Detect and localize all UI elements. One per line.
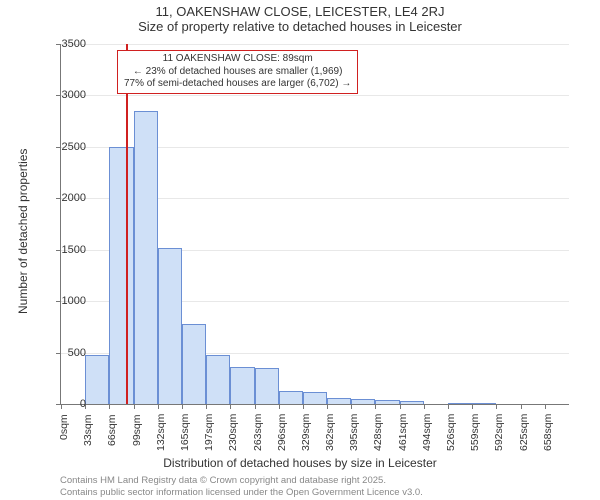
ytick-label: 2500 — [46, 141, 86, 153]
footer-line-2: Contains public sector information licen… — [60, 487, 423, 498]
ytick-label: 500 — [46, 347, 86, 359]
xtick-label: 494sqm — [421, 414, 433, 451]
xtick-label: 0sqm — [58, 414, 70, 440]
xtick-label: 329sqm — [300, 414, 312, 451]
histogram-bar — [109, 147, 133, 404]
xtick-label: 395sqm — [348, 414, 360, 451]
gridline — [61, 44, 569, 45]
histogram-bar — [448, 403, 472, 404]
xtick-mark — [206, 404, 207, 409]
xtick-label: 132sqm — [155, 414, 167, 451]
xtick-mark — [279, 404, 280, 409]
ytick-label: 3000 — [46, 89, 86, 101]
title-block: 11, OAKENSHAW CLOSE, LEICESTER, LE4 2RJ … — [0, 0, 600, 34]
xtick-label: 197sqm — [203, 414, 215, 451]
ytick-label: 2000 — [46, 192, 86, 204]
histogram-bar — [85, 355, 109, 404]
chart-container: 11, OAKENSHAW CLOSE, LEICESTER, LE4 2RJ … — [0, 0, 600, 500]
xtick-mark — [400, 404, 401, 409]
xtick-label: 165sqm — [179, 414, 191, 451]
histogram-bar — [206, 355, 230, 404]
histogram-bar — [158, 248, 182, 404]
xtick-label: 428sqm — [372, 414, 384, 451]
histogram-bar — [230, 367, 254, 404]
xtick-mark — [448, 404, 449, 409]
histogram-bar — [400, 401, 424, 404]
xtick-mark — [230, 404, 231, 409]
xtick-label: 33sqm — [82, 414, 94, 446]
xtick-mark — [545, 404, 546, 409]
footer-line-1: Contains HM Land Registry data © Crown c… — [60, 475, 423, 486]
xtick-label: 66sqm — [106, 414, 118, 446]
xtick-label: 592sqm — [493, 414, 505, 451]
annotation-box: 11 OAKENSHAW CLOSE: 89sqm← 23% of detach… — [117, 50, 358, 94]
xtick-label: 658sqm — [542, 414, 554, 451]
title-main: 11, OAKENSHAW CLOSE, LEICESTER, LE4 2RJ — [0, 4, 600, 19]
xtick-label: 526sqm — [445, 414, 457, 451]
xtick-label: 230sqm — [227, 414, 239, 451]
xtick-mark — [424, 404, 425, 409]
histogram-bar — [375, 400, 399, 404]
xtick-mark — [109, 404, 110, 409]
xtick-mark — [158, 404, 159, 409]
xtick-mark — [255, 404, 256, 409]
ytick-label: 1500 — [46, 244, 86, 256]
xtick-mark — [521, 404, 522, 409]
gridline — [61, 95, 569, 96]
xtick-mark — [472, 404, 473, 409]
xtick-label: 263sqm — [252, 414, 264, 451]
x-axis-label: Distribution of detached houses by size … — [0, 456, 600, 470]
histogram-bar — [327, 398, 351, 404]
histogram-bar — [255, 368, 279, 404]
histogram-bar — [303, 392, 327, 404]
xtick-label: 625sqm — [518, 414, 530, 451]
histogram-bar — [279, 391, 303, 404]
xtick-label: 99sqm — [131, 414, 143, 446]
xtick-mark — [182, 404, 183, 409]
title-sub: Size of property relative to detached ho… — [0, 19, 600, 34]
annotation-line-3: 77% of semi-detached houses are larger (… — [124, 78, 351, 91]
xtick-label: 559sqm — [469, 414, 481, 451]
ytick-label: 3500 — [46, 38, 86, 50]
xtick-mark — [134, 404, 135, 409]
histogram-bar — [182, 324, 206, 404]
xtick-mark — [351, 404, 352, 409]
marker-line — [126, 44, 128, 404]
histogram-bar — [351, 399, 375, 404]
xtick-mark — [303, 404, 304, 409]
xtick-label: 461sqm — [397, 414, 409, 451]
footer: Contains HM Land Registry data © Crown c… — [60, 475, 423, 498]
annotation-line-2: ← 23% of detached houses are smaller (1,… — [124, 66, 351, 79]
plot-area: 0sqm33sqm66sqm99sqm132sqm165sqm197sqm230… — [60, 44, 569, 405]
annotation-line-1: 11 OAKENSHAW CLOSE: 89sqm — [124, 53, 351, 66]
y-axis-label: Number of detached properties — [16, 149, 30, 314]
xtick-mark — [496, 404, 497, 409]
histogram-bar — [472, 403, 496, 404]
xtick-label: 296sqm — [276, 414, 288, 451]
xtick-mark — [375, 404, 376, 409]
xtick-mark — [327, 404, 328, 409]
ytick-label: 0 — [46, 398, 86, 410]
xtick-label: 362sqm — [324, 414, 336, 451]
histogram-bar — [134, 111, 158, 404]
ytick-label: 1000 — [46, 295, 86, 307]
